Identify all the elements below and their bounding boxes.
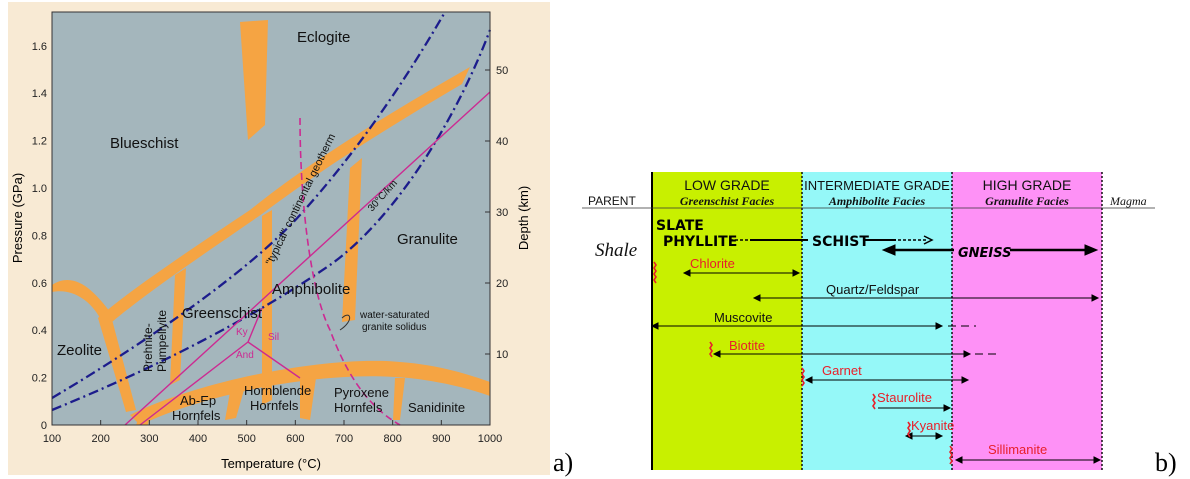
solidus-pointer	[339, 314, 351, 331]
shale-label: Shale	[595, 240, 637, 261]
x-tick-label: 800	[383, 433, 401, 445]
depth-tick-label: 40	[496, 136, 508, 148]
label-solidus-2: granite solidus	[362, 322, 426, 333]
label-blueschist: Blueschist	[110, 135, 179, 152]
mineral-quartz-feldspar: Quartz/Feldspar	[826, 282, 920, 297]
y-tick-label: 0.2	[32, 373, 47, 385]
label-sanidinite: Sanidinite	[408, 400, 465, 415]
x-tick-label: 1000	[478, 433, 502, 445]
depth-axis-label: Depth (km)	[516, 186, 531, 250]
depth-tick-label: 20	[496, 278, 508, 290]
depth-tick-label: 30	[496, 207, 508, 219]
x-tick-label: 200	[91, 433, 109, 445]
x-tick-label: 700	[335, 433, 353, 445]
gneiss-label: GNEISS	[958, 246, 1012, 261]
label-prehnite-1: Prehnite-	[141, 323, 155, 372]
phyllite-label: PHYLLITE	[663, 234, 737, 250]
x-tick-label: 900	[432, 433, 450, 445]
label-granulite: Granulite	[397, 231, 458, 248]
mineral-garnet: Garnet	[822, 363, 862, 378]
y-tick-label: 0.8	[32, 230, 47, 242]
mineral-muscovite: Muscovite	[714, 310, 773, 325]
mineral-ranges	[650, 269, 1102, 464]
panel-b-letter: b)	[1155, 448, 1177, 477]
mineral-range-extensions	[948, 325, 1000, 355]
parent-heading: PARENT	[588, 194, 636, 208]
mineral-staurolite: Staurolite	[877, 390, 932, 405]
x-axis-label: Temperature (°C)	[221, 456, 321, 471]
x-tick-label: 400	[189, 433, 207, 445]
y-tick-label: 1.4	[32, 88, 47, 100]
high-grade-heading: HIGH GRADE	[983, 177, 1072, 193]
label-sillimanite: Sil	[268, 332, 279, 343]
depth-ticks: 10 20 30 40 50	[485, 65, 508, 361]
mineral-chlorite: Chlorite	[690, 256, 735, 271]
x-tick-label: 600	[286, 433, 304, 445]
y-tick-label: 0.4	[32, 325, 47, 337]
label-abep-1: Ab-Ep	[180, 393, 216, 408]
granite-solidus	[299, 117, 401, 426]
magma-label: Magma	[1109, 194, 1147, 208]
low-grade-zone	[652, 172, 802, 470]
y-tick-label: 0	[41, 420, 47, 432]
label-greenschist: Greenschist	[182, 305, 263, 322]
geotherm-lines	[51, 11, 492, 412]
mineral-sillimanite: Sillimanite	[988, 442, 1047, 457]
x-tick-label: 300	[140, 433, 158, 445]
axes	[51, 11, 491, 426]
rock-sequence-arrows	[730, 235, 1099, 256]
y-ticks: 0 0.2 0.4 0.6 0.8 1.0 1.2 1.4 1.6	[32, 41, 47, 432]
slate-label: SLATE	[656, 218, 704, 234]
x-ticks: 100 200 300 400 500 600 700 800 900 1000	[43, 420, 502, 445]
label-eclogite: Eclogite	[297, 29, 350, 46]
high-grade-zone	[952, 172, 1102, 470]
label-kyanite: Ky	[236, 327, 248, 338]
label-hornblende-2: Hornfels	[250, 398, 299, 413]
depth-tick-label: 50	[496, 65, 508, 77]
intermediate-grade-heading: INTERMEDIATE GRADE	[804, 178, 950, 193]
label-pyroxene-2: Hornfels	[334, 400, 383, 415]
depth-tick-label: 10	[496, 349, 508, 361]
facies-boundaries	[52, 20, 490, 425]
isograd-squiggles	[653, 261, 953, 465]
y-axis-label: Pressure (GPa)	[10, 173, 25, 263]
x-tick-label: 100	[43, 433, 61, 445]
label-solidus-1: water-saturated	[359, 310, 429, 321]
granulite-facies-label: Granulite Facies	[985, 194, 1069, 208]
label-andalusite: And	[236, 350, 254, 361]
x-tick-label: 500	[237, 433, 255, 445]
label-abep-2: Hornfels	[172, 408, 221, 423]
zone-dividers	[801, 172, 1103, 470]
mineral-biotite: Biotite	[729, 338, 765, 353]
label-hornblende-1: Hornblende	[244, 383, 311, 398]
schist-label: SCHIST	[812, 234, 869, 250]
y-tick-label: 0.6	[32, 278, 47, 290]
y-tick-label: 1.0	[32, 183, 47, 195]
label-pyroxene-1: Pyroxene	[334, 385, 389, 400]
label-zeolite: Zeolite	[57, 342, 102, 359]
low-grade-heading: LOW GRADE	[684, 177, 770, 193]
gradient-line	[124, 91, 491, 426]
aluminosilicate-lines	[139, 307, 301, 426]
y-tick-label: 1.6	[32, 41, 47, 53]
greenschist-facies-label: Greenschist Facies	[680, 194, 775, 208]
label-amphibolite: Amphibolite	[272, 281, 350, 298]
mineral-kyanite: Kyanite	[911, 418, 954, 433]
panel-a-letter: a)	[553, 448, 574, 477]
label-prehnite-2: Pumpellyite	[155, 310, 169, 372]
intermediate-grade-zone	[802, 172, 952, 470]
amphibolite-facies-label: Amphibolite Facies	[828, 194, 926, 208]
y-tick-label: 1.2	[32, 136, 47, 148]
pt-facies-diagram: Eclogite Blueschist Granulite Amphibolit…	[8, 2, 550, 475]
